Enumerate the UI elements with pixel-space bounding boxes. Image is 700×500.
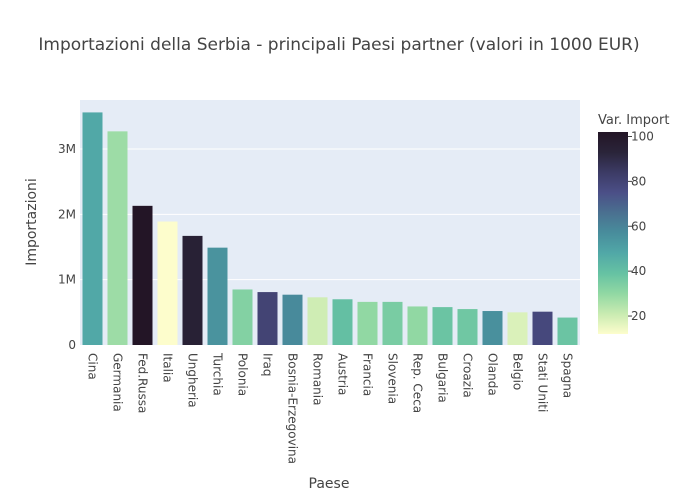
bar-ungheria[interactable] [182, 235, 203, 345]
colorbar [598, 132, 628, 334]
colorbar-tick-label: 40 [631, 264, 646, 278]
bar-rep-ceca[interactable] [407, 306, 428, 345]
y-tick-label: 3M [58, 142, 76, 156]
x-tick-label: Germania [111, 353, 125, 412]
y-tick-label: 2M [58, 207, 76, 221]
x-tick-label: Spagna [561, 353, 575, 398]
y-tick-label: 1M [58, 273, 76, 287]
x-tick-label: Croazia [461, 353, 475, 398]
x-tick-label: Cina [86, 353, 100, 380]
bar-iraq[interactable] [257, 292, 278, 345]
bar-cina[interactable] [82, 112, 103, 345]
x-tick-label: Fed.Russa [136, 353, 150, 413]
x-tick-label: Francia [361, 353, 375, 396]
bar-spagna[interactable] [557, 317, 578, 345]
x-tick-label: Olanda [486, 353, 500, 396]
bar-polonia[interactable] [232, 289, 253, 345]
x-tick-label: Polonia [236, 353, 250, 396]
bar-romania[interactable] [307, 297, 328, 345]
colorbar-title: Var. Import [598, 113, 669, 128]
bar-italia[interactable] [157, 221, 178, 345]
y-tick-label: 0 [68, 338, 76, 352]
bar-bulgaria[interactable] [432, 307, 453, 345]
colorbar-tick-label: 60 [631, 219, 646, 233]
colorbar-tick-label: 100 [631, 129, 654, 143]
bar-francia[interactable] [357, 301, 378, 345]
x-tick-label: Bosnia-Erzegovina [286, 353, 300, 464]
x-tick-label: Ungheria [186, 353, 200, 408]
colorbar-tick-label: 20 [631, 309, 646, 323]
bar-fed-russa[interactable] [132, 205, 153, 345]
bars-group [82, 112, 578, 345]
x-tick-label: Austria [336, 353, 350, 395]
chart-title: Importazioni della Serbia - principali P… [38, 35, 639, 55]
bar-germania[interactable] [107, 131, 128, 345]
x-tick-label: Slovenia [386, 353, 400, 404]
bar-bosnia-erzegovina[interactable] [282, 294, 303, 345]
x-tick-label: Iraq [261, 353, 275, 376]
x-tick-label: Stati Uniti [536, 353, 550, 412]
bar-slovenia[interactable] [382, 301, 403, 345]
x-tick-label: Romania [311, 353, 325, 405]
bar-austria[interactable] [332, 299, 353, 345]
y-axis-title: Importazioni [24, 178, 40, 266]
x-tick-label: Belgio [511, 353, 525, 390]
colorbar-ticks: 20 40 60 80 100 [628, 129, 654, 323]
x-axis-title: Paese [309, 476, 350, 492]
x-tick-label: Rep. Ceca [411, 353, 425, 413]
bar-olanda[interactable] [482, 311, 503, 345]
bar-stati-uniti[interactable] [532, 311, 553, 345]
x-axis-ticks: Cina Germania Fed.Russa Italia Ungheria Turch… [86, 352, 575, 464]
bar-belgio[interactable] [507, 312, 528, 345]
y-axis-ticks: 0 1M 2M 3M [58, 142, 76, 352]
x-tick-label: Italia [161, 353, 175, 383]
bar-croazia[interactable] [457, 309, 478, 345]
plot-area [80, 100, 580, 345]
colorbar-tick-label: 80 [631, 174, 646, 188]
bar-turchia[interactable] [207, 247, 228, 345]
x-tick-label: Bulgaria [436, 353, 450, 403]
x-tick-label: Turchia [211, 352, 225, 396]
